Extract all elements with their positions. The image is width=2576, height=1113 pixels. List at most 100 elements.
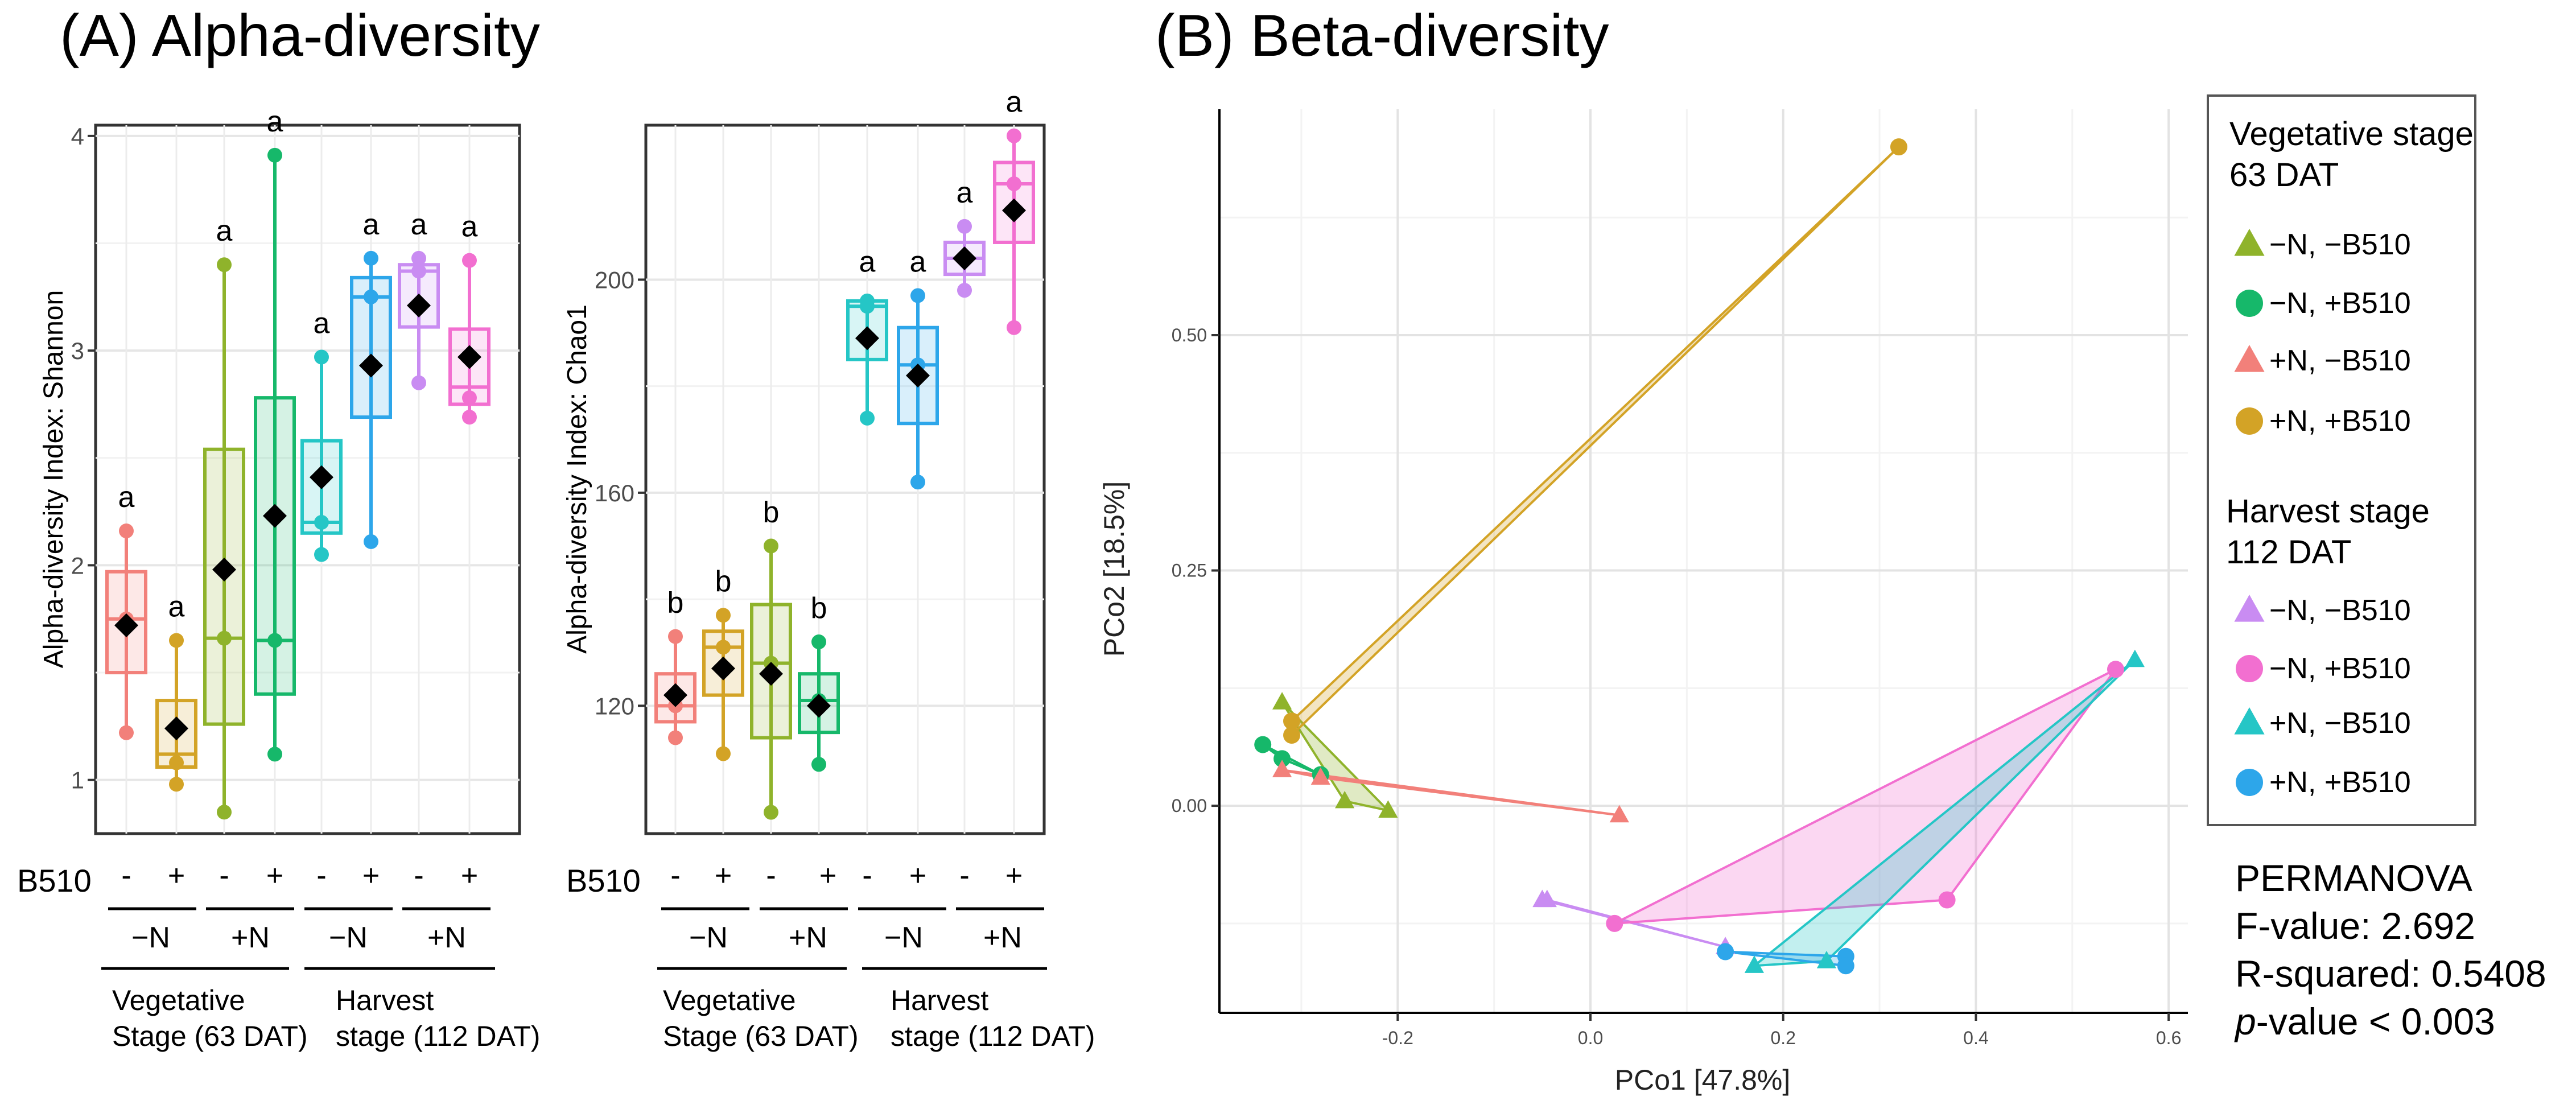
stage-line: Stage (63 DAT) <box>112 1020 308 1052</box>
shannon-n-label: +N <box>231 921 270 954</box>
x-tick-label: 0.4 <box>1963 1028 1988 1048</box>
legend-key-circle <box>2236 290 2263 317</box>
data-point <box>716 640 731 655</box>
pcoa-point-circle <box>1254 736 1272 753</box>
b510-sign: - <box>316 859 326 892</box>
b510-sign: + <box>362 859 380 892</box>
pcoa-point-triangle <box>1335 790 1355 809</box>
b510-sign: + <box>819 859 836 892</box>
data-point <box>314 547 329 562</box>
pcoa-point-triangle <box>1609 805 1629 823</box>
pcoa-point-triangle <box>1378 800 1398 818</box>
b510-sign: + <box>909 859 926 892</box>
shannon-n-label: +N <box>427 921 466 954</box>
y-tick-label: 4 <box>71 123 84 150</box>
data-point <box>169 777 184 792</box>
b510-sign: + <box>715 859 732 892</box>
data-point <box>716 746 731 761</box>
data-point <box>267 747 282 762</box>
legend-key-triangle <box>2234 595 2265 622</box>
data-point <box>811 757 826 772</box>
pcoa-ticks: -0.2 0.0 0.2 0.4 0.6 0.00 0.25 0.50 <box>1172 325 2182 1048</box>
pcoa-point-circle <box>2107 661 2124 678</box>
legend-key-triangle <box>2234 229 2265 256</box>
significance-letter: a <box>363 208 380 241</box>
group-hull <box>1291 146 1900 737</box>
pcoa-x-axis-label: PCo1 [47.8%] <box>1615 1064 1791 1096</box>
legend-keys <box>2234 229 2265 796</box>
mean-diamond <box>359 353 383 378</box>
chao1-y-axis-label: Alpha-diversity Index: Chao1 <box>562 304 592 654</box>
b510-sign: - <box>959 859 969 892</box>
p-value-text: -value < 0.003 <box>2256 1000 2495 1042</box>
data-point <box>119 725 134 740</box>
legend-title-line: Harvest stage <box>2226 493 2430 530</box>
data-point <box>910 288 925 303</box>
permanova-stats: PERMANOVA F-value: 2.692 R-squared: 0.54… <box>2234 857 2546 1042</box>
legend-key-triangle <box>2234 345 2265 372</box>
group-hull <box>1613 668 2117 925</box>
data-point <box>169 755 184 770</box>
data-point <box>169 633 184 648</box>
permanova-f-value: F-value: 2.692 <box>2235 905 2475 947</box>
stage-line: stage (112 DAT) <box>336 1020 540 1052</box>
x-tick-label: 0.6 <box>2156 1028 2181 1048</box>
shannon-n-label: −N <box>329 921 368 954</box>
alpha-panel-title: (A) Alpha-diversity <box>60 3 540 69</box>
data-point <box>462 390 477 406</box>
pcoa-axes <box>1218 109 2188 1014</box>
mean-diamond <box>1002 198 1026 222</box>
pcoa-point-triangle <box>1744 955 1765 973</box>
legend-title-line: 112 DAT <box>2226 534 2351 571</box>
pcoa-point-circle <box>1606 914 1623 932</box>
pcoa-points <box>1254 138 2145 975</box>
data-point <box>668 730 683 745</box>
legend-entry-label: +N, −B510 <box>2269 707 2411 740</box>
data-point <box>957 283 972 298</box>
y-tick-label: 3 <box>71 337 84 364</box>
significance-letter: a <box>314 307 330 340</box>
y-tick-label: 200 <box>595 266 634 293</box>
data-point <box>364 289 378 304</box>
chao1-group-brackets <box>657 907 1047 970</box>
mean-diamond <box>212 557 236 582</box>
box-body <box>254 396 296 696</box>
data-point <box>668 629 683 644</box>
chao1-plot-frame <box>644 123 1046 835</box>
pcoa-y-axis-label: PCo2 [18.5%] <box>1098 481 1130 657</box>
data-point <box>860 293 875 308</box>
permanova-p-value: p-value < 0.003 <box>2234 1000 2495 1042</box>
legend-entry-label: −N, −B510 <box>2269 228 2411 261</box>
data-point <box>811 634 826 650</box>
stage-line: Vegetative <box>112 984 245 1016</box>
stage-line: Harvest <box>336 984 434 1016</box>
data-point <box>364 534 378 549</box>
b510-sign: - <box>766 859 776 892</box>
b510-sign: + <box>266 859 283 892</box>
data-point <box>1007 176 1021 191</box>
pcoa-point-triangle <box>1310 767 1330 785</box>
data-point <box>267 633 282 648</box>
chao1-stage-vegetative: Vegetative Stage (63 DAT) <box>663 984 859 1052</box>
legend-entry-label: +N, +B510 <box>2269 405 2411 438</box>
pcoa-gridlines <box>1219 109 2188 1013</box>
x-tick-label: 0.0 <box>1578 1028 1603 1048</box>
b510-sign: - <box>219 859 229 892</box>
permanova-title: PERMANOVA <box>2235 857 2472 899</box>
legend-title-line: 63 DAT <box>2229 156 2339 193</box>
legend-key-circle <box>2236 407 2263 435</box>
y-tick-label: 0.50 <box>1172 325 1207 345</box>
legend-entry-label: +N, +B510 <box>2269 766 2411 799</box>
data-point <box>764 538 778 554</box>
shannon-b510-signs: - + - + - + - + <box>121 859 478 892</box>
pcoa-point-circle <box>1273 750 1291 768</box>
y-tick-label: 120 <box>595 692 634 719</box>
legend-entry-label: −N, +B510 <box>2269 287 2411 320</box>
data-point <box>957 219 972 234</box>
chao1-n-label: +N <box>983 921 1022 954</box>
shannon-stage-vegetative: Vegetative Stage (63 DAT) <box>112 984 308 1052</box>
mean-diamond <box>164 716 188 741</box>
b510-sign: - <box>121 859 131 892</box>
